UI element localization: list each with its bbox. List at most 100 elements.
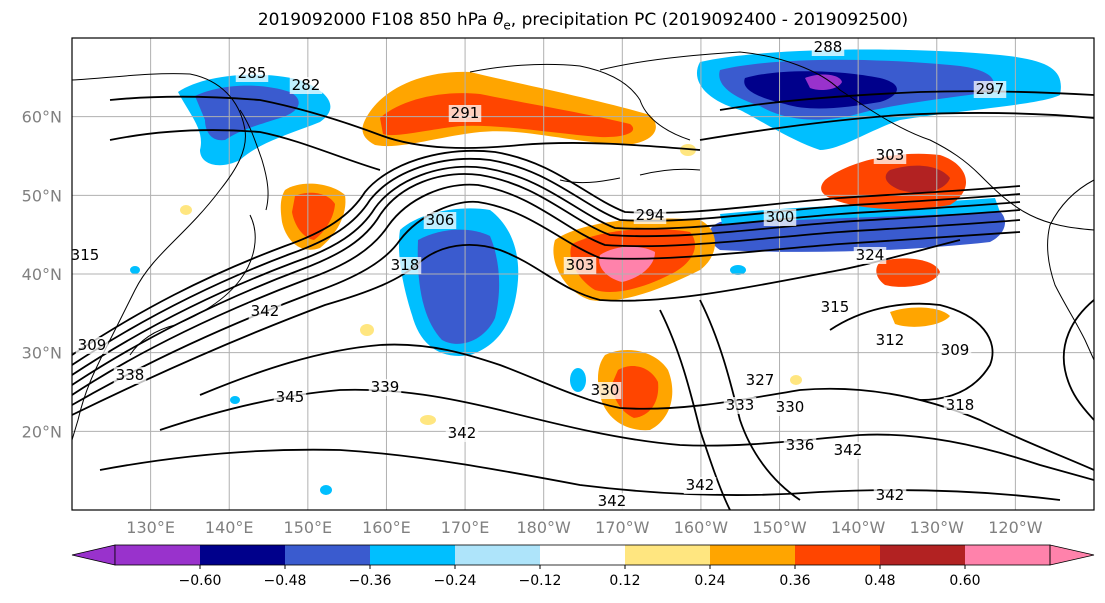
contour-label-bg (248, 303, 282, 320)
contour-label-bg (423, 212, 457, 229)
colorbar: −0.60 −0.48 −0.36 −0.24 −0.12 0.12 0.24 0.36 0.4… (71, 544, 1095, 589)
colorbar-tick-label: 0.60 (949, 573, 980, 589)
lon-tick-label: 130°W (910, 518, 965, 537)
coastline-japan (129, 214, 256, 356)
contour-label-bg (873, 487, 907, 504)
contour-label-bg (563, 257, 597, 274)
precip-pos-east (876, 258, 940, 287)
contour-line (72, 166, 1021, 376)
precip-pos-north-core (380, 93, 634, 138)
contour-label: 330 (591, 381, 620, 399)
contour-label-bg (683, 477, 717, 494)
contour-label: 285 (238, 64, 267, 82)
contour-label-bg (938, 342, 972, 359)
precip-pos-subtropical-core (612, 366, 659, 418)
contour-label-bg (388, 257, 422, 274)
contour-label-bg (595, 493, 629, 510)
precip-pos-central-peak (599, 246, 655, 282)
theta-e-contours (72, 90, 1094, 510)
colorbar-tick-label: −0.24 (434, 573, 477, 589)
contour-line (72, 158, 1021, 366)
contour-label: 318 (946, 396, 975, 414)
contour-line (72, 239, 961, 416)
contour-label: 342 (686, 476, 715, 494)
contour-label-bg (973, 81, 1007, 98)
contour-line (159, 388, 1094, 481)
colorbar-frame (114, 544, 1051, 566)
contour-labels: 285 282 291 288 297 303 294 300 306 318 303 315 342 3… (72, 38, 1007, 510)
contour-label: 315 (821, 298, 850, 316)
colorbar-bin (455, 545, 541, 565)
contour-label-bg (448, 105, 482, 122)
colorbar-tick-label: −0.60 (179, 573, 222, 589)
colorbar-bin (540, 545, 626, 565)
colorbar-tick-label: 0.48 (864, 573, 895, 589)
contour-label-bg (368, 379, 402, 396)
contour-line (719, 90, 1094, 111)
colorbar-extend-low (71, 544, 116, 566)
contour-label: 309 (941, 341, 970, 359)
contour-label: 306 (426, 211, 455, 229)
longitude-labels: 130°E 140°E 150°E 160°E 170°E 180°W 170°W 160°W… (126, 518, 1042, 537)
contour-label: 291 (451, 104, 480, 122)
lon-tick-label: 140°W (831, 518, 886, 537)
contour-label-bg (273, 389, 307, 406)
lon-tick-label: 120°W (988, 518, 1043, 537)
contour-label: 303 (566, 256, 595, 274)
contour-label: 300 (766, 208, 795, 226)
contour-label-bg (763, 209, 797, 226)
contour-line (72, 173, 1021, 386)
colorbar-bin (285, 545, 371, 565)
contour-line (1062, 299, 1094, 421)
contour-label: 342 (598, 492, 627, 510)
colorbar-extend-high (1049, 544, 1095, 566)
lat-tick-label: 20°N (22, 422, 62, 441)
contour-label: 330 (776, 398, 805, 416)
plot-frame (71, 37, 1095, 511)
lon-tick-label: 160°W (674, 518, 729, 537)
contour-label-bg (873, 147, 907, 164)
contour-label: 303 (876, 146, 905, 164)
contour-label: 338 (116, 366, 145, 384)
coastline-aleutians (559, 168, 701, 184)
precip-pos-east-edge (890, 307, 950, 327)
coastline-alaska (599, 51, 1094, 231)
lon-tick-label: 130°E (126, 518, 175, 537)
contour-label: 312 (876, 331, 905, 349)
colorbar-bin (710, 545, 796, 565)
contour-label-bg (289, 77, 323, 94)
contour-label-bg (743, 372, 777, 389)
contour-label-bg (72, 247, 102, 264)
lon-tick-label: 170°E (441, 518, 490, 537)
colorbar-bin (370, 545, 456, 565)
lat-tick-label: 50°N (22, 186, 62, 205)
contour-label: 318 (391, 256, 420, 274)
contour-label-bg (235, 65, 269, 82)
lon-tick-label: 170°W (595, 518, 650, 537)
contour-line (72, 183, 1021, 396)
precip-pos-northeast-core (885, 165, 950, 193)
colorbar-bin (200, 545, 286, 565)
colorbar-bin (625, 545, 711, 565)
lon-tick-label: 140°E (205, 518, 254, 537)
colorbar-tick-label: −0.48 (264, 573, 307, 589)
contour-line (199, 343, 1094, 471)
contour-label: 327 (746, 371, 775, 389)
contour-label: 324 (856, 246, 885, 264)
lon-tick-label: 180°W (517, 518, 572, 537)
contour-label: 345 (276, 388, 305, 406)
contour-label-bg (818, 299, 852, 316)
contour-label-bg (445, 425, 479, 442)
contour-label-bg (873, 332, 907, 349)
colorbar-tick-label: −0.12 (519, 573, 562, 589)
colorbar-tick-label: −0.36 (349, 573, 392, 589)
contour-label-bg (113, 367, 147, 384)
contour-label-bg (773, 399, 807, 416)
colorbar-bin (795, 545, 881, 565)
lon-tick-label: 160°E (362, 518, 411, 537)
contour-label-bg (943, 397, 977, 414)
precip-neg-siberia-core (195, 85, 299, 141)
contour-label: 342 (448, 424, 477, 442)
contour-label-bg (633, 207, 667, 224)
